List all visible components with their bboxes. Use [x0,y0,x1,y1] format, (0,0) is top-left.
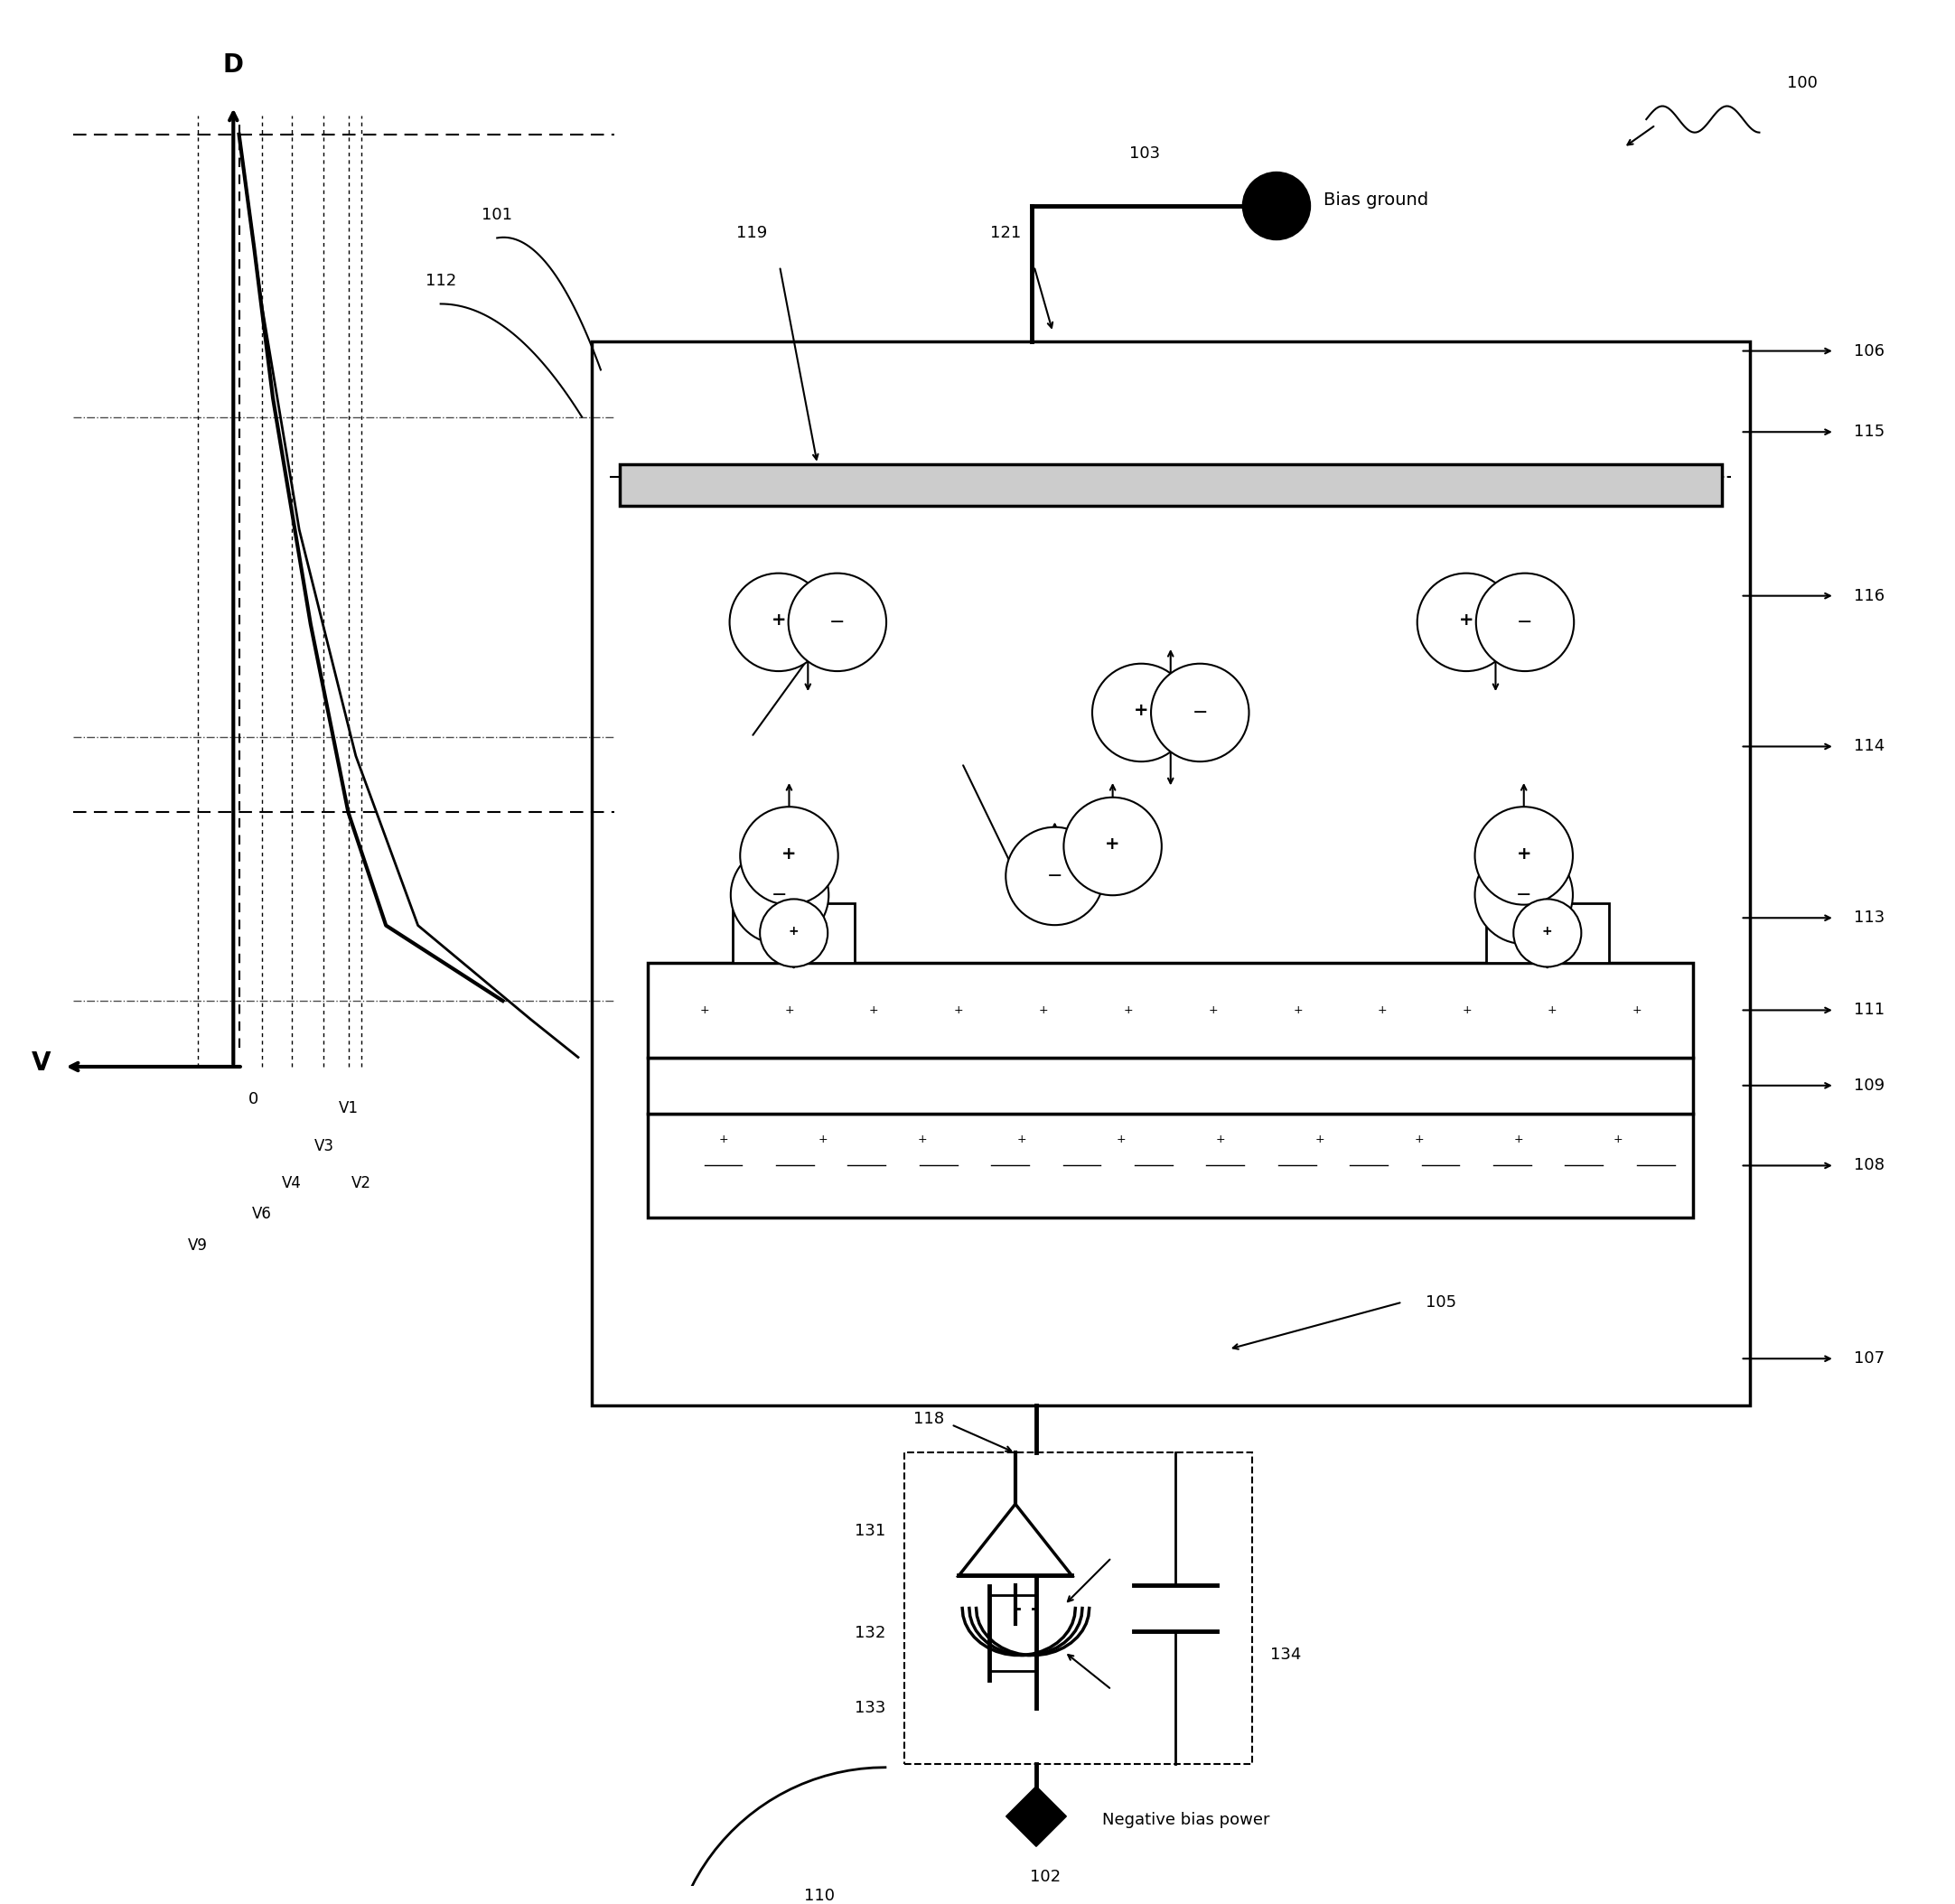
Text: V6: V6 [252,1205,272,1222]
Polygon shape [958,1504,1071,1577]
Circle shape [1151,664,1249,762]
Text: +: + [1613,1133,1623,1146]
Circle shape [1093,664,1191,762]
Text: +: + [817,1133,827,1146]
Text: 132: 132 [854,1624,886,1641]
Text: Negative bias power: Negative bias power [1103,1813,1269,1828]
Text: 105: 105 [1425,1295,1456,1310]
Text: 111: 111 [1853,1002,1885,1019]
Text: +: + [1413,1133,1423,1146]
Text: +: + [1216,1133,1226,1146]
Text: +: + [1105,836,1120,853]
Text: +: + [1546,1003,1556,1017]
Text: 103: 103 [1130,145,1159,162]
Bar [620,465,1722,505]
Text: −: − [1193,704,1208,722]
Polygon shape [1007,1786,1065,1847]
Circle shape [1474,845,1574,944]
Text: 115: 115 [1853,425,1885,440]
Text: −: − [1046,866,1064,885]
Text: 101: 101 [481,206,512,223]
Text: V2: V2 [352,1175,371,1192]
Text: +: + [770,611,786,628]
Text: −: − [772,885,788,904]
Text: +: + [1513,1133,1523,1146]
Bar [903,1453,1251,1763]
Bar [647,1057,1693,1114]
Text: Bias ground: Bias ground [1324,192,1429,209]
Circle shape [788,573,886,670]
Text: +: + [1316,1133,1325,1146]
Text: +: + [1124,1003,1134,1017]
Text: +: + [1208,1003,1218,1017]
Text: +: + [1292,1003,1302,1017]
Text: 116: 116 [1853,588,1885,604]
Circle shape [731,845,829,944]
Text: 133: 133 [854,1700,886,1716]
Text: V9: V9 [188,1238,207,1253]
Circle shape [729,573,827,670]
Circle shape [1513,899,1582,967]
Text: 109: 109 [1853,1078,1885,1093]
Text: +: + [784,1003,794,1017]
Text: V1: V1 [338,1101,358,1116]
Text: 110: 110 [804,1887,835,1904]
Text: +: + [1378,1003,1388,1017]
Text: +: + [1116,1133,1126,1146]
Text: +: + [1134,703,1150,720]
Text: +: + [788,925,800,937]
Circle shape [1474,807,1574,904]
Text: 118: 118 [913,1411,944,1426]
Text: −: − [1517,613,1533,632]
Text: +: + [954,1003,964,1017]
Circle shape [1064,798,1161,895]
Text: 100: 100 [1787,76,1818,91]
Circle shape [760,899,827,967]
Text: +: + [1458,611,1474,628]
Text: 107: 107 [1853,1350,1885,1367]
Circle shape [1243,171,1310,240]
Text: V4: V4 [282,1175,301,1192]
Text: +: + [870,1003,878,1017]
Text: 119: 119 [735,225,766,242]
Bar [590,341,1750,1405]
Circle shape [1005,826,1105,925]
Text: +: + [917,1133,927,1146]
Text: 121: 121 [991,225,1021,242]
Text: 102: 102 [1030,1868,1062,1885]
Text: 134: 134 [1271,1647,1302,1662]
Text: V: V [31,1051,51,1076]
Circle shape [1476,573,1574,670]
Circle shape [1417,573,1515,670]
Text: 106: 106 [1853,343,1885,360]
Text: D: D [223,53,244,78]
Text: +: + [1017,1133,1026,1146]
Bar [1486,902,1609,963]
Text: +: + [700,1003,710,1017]
Text: +: + [1632,1003,1642,1017]
Text: 131: 131 [854,1523,886,1538]
Text: +: + [717,1133,727,1146]
Text: +: + [1542,925,1552,937]
Text: 108: 108 [1853,1158,1885,1173]
Bar [647,1114,1693,1217]
Text: 113: 113 [1853,910,1885,925]
Text: −: − [1515,885,1533,904]
Text: 0: 0 [248,1091,258,1108]
Text: 112: 112 [424,272,456,289]
Text: −: − [829,613,845,632]
Text: +: + [1038,1003,1048,1017]
Text: +: + [782,845,796,863]
Text: +: + [1517,845,1531,863]
Text: V3: V3 [315,1139,334,1154]
Text: +: + [1462,1003,1472,1017]
Bar [647,963,1693,1057]
Circle shape [741,807,839,904]
Text: 114: 114 [1853,739,1885,754]
Bar [733,902,854,963]
